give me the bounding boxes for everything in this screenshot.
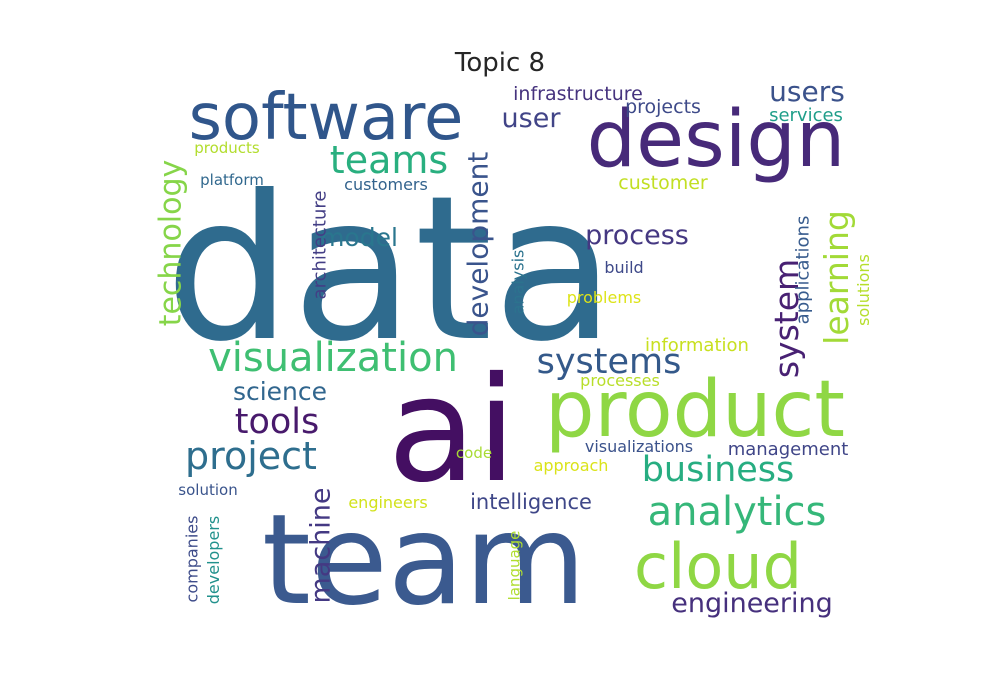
word: architecture <box>308 190 330 300</box>
word: software <box>188 81 464 155</box>
word: visualizations <box>584 437 694 456</box>
word: services <box>769 105 843 126</box>
word: developers <box>204 515 223 605</box>
word: science <box>232 376 328 406</box>
word: teams <box>329 138 449 182</box>
word: code <box>455 443 493 462</box>
word: development <box>461 151 494 337</box>
chart-title: Topic 8 <box>454 48 546 78</box>
word: data <box>164 153 616 386</box>
word: management <box>727 439 849 460</box>
word: product <box>544 365 845 455</box>
word: team <box>261 487 587 633</box>
word: technology <box>153 159 188 327</box>
word: ai <box>387 345 517 515</box>
word: learning <box>816 209 856 345</box>
word: cloud <box>634 530 802 603</box>
word: problems <box>566 288 642 307</box>
word: language <box>505 530 524 600</box>
word: applications <box>791 215 813 325</box>
word: infrastructure <box>513 82 643 105</box>
word: design <box>586 95 846 185</box>
word: solution <box>178 480 238 499</box>
word: project <box>185 434 317 478</box>
word: platform <box>200 170 264 189</box>
word: information <box>645 335 749 356</box>
word: tools <box>234 401 320 442</box>
word: projects <box>625 95 701 118</box>
word: visualization <box>208 335 458 381</box>
word: engineering <box>671 587 833 619</box>
word: analysis <box>508 249 527 315</box>
word: companies <box>182 515 201 603</box>
word: customers <box>344 175 428 194</box>
word: users <box>769 75 845 108</box>
word: solutions <box>853 254 873 326</box>
word: systems <box>536 341 682 382</box>
word: business <box>641 449 795 490</box>
word: user <box>501 102 561 134</box>
word: model <box>320 222 398 252</box>
word: processes <box>580 371 660 390</box>
word: analytics <box>647 489 827 535</box>
word: products <box>194 138 260 157</box>
word: build <box>604 258 644 277</box>
word: intelligence <box>470 489 592 514</box>
word: customer <box>618 171 708 194</box>
word: process <box>585 219 689 251</box>
word: approach <box>533 456 609 475</box>
word: machine <box>305 486 337 604</box>
word: engineers <box>348 493 428 512</box>
